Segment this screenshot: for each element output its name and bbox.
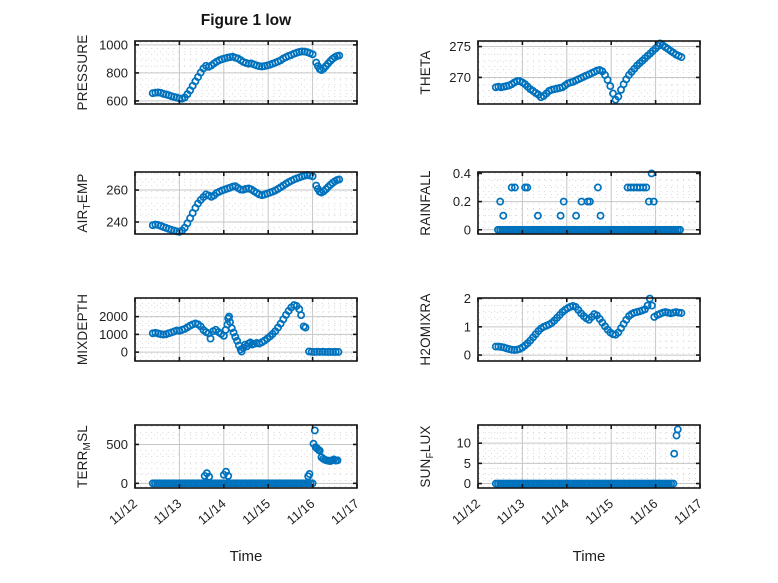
minor-grid bbox=[479, 173, 699, 233]
data-points bbox=[148, 426, 342, 488]
x-tick-label: 11/14 bbox=[538, 496, 572, 528]
y-tick-label: 275 bbox=[449, 39, 471, 54]
subplot-sunflux: 0 5 10 SUNFLUX 11/12 11/13 11/14 11/15 11/16 11/1… bbox=[403, 417, 714, 583]
data-points bbox=[148, 301, 343, 356]
y-axis-label-sunflux: SUNFLUX bbox=[418, 425, 436, 487]
subplot-theta: 270 275 THETA bbox=[403, 33, 714, 124]
x-axis-title-right: Time bbox=[572, 548, 606, 565]
axes-box bbox=[477, 171, 701, 235]
subplot-mixdepth: 0 1000 2000 MIXDEPTH bbox=[60, 290, 371, 381]
chart-h2omixra: 0 1 2 H2OMIXRA bbox=[418, 291, 701, 366]
axes-box bbox=[134, 424, 358, 489]
tick-marks bbox=[134, 172, 358, 234]
tick-marks bbox=[134, 298, 358, 361]
y-tick-label: 240 bbox=[106, 215, 128, 230]
tick-marks bbox=[134, 425, 358, 488]
y-tick-label: 1000 bbox=[99, 327, 128, 342]
tick-marks bbox=[477, 172, 701, 234]
x-tick-label: 11/15 bbox=[239, 496, 273, 528]
tick-marks bbox=[477, 41, 701, 104]
y-tick-label: 0 bbox=[121, 345, 128, 360]
minor-grid bbox=[136, 173, 356, 233]
y-axis-label-airtemp: AIRTEMP bbox=[75, 173, 93, 232]
minor-grid bbox=[479, 299, 699, 360]
chart-rainfall: 0 0.2 0.4 RAINFALL bbox=[418, 166, 701, 237]
axes-box bbox=[477, 40, 701, 105]
x-tick-label: 11/13 bbox=[150, 496, 184, 528]
data-points bbox=[491, 294, 686, 354]
y-tick-label: 0.2 bbox=[453, 194, 471, 209]
y-tick-label: 2000 bbox=[99, 309, 128, 324]
subplot-rainfall: 0 0.2 0.4 RAINFALL bbox=[403, 164, 714, 254]
chart-terrmsl: 0 500 TERRMSL 11/12 11/13 11/14 11/15 11/16 11/1… bbox=[75, 424, 362, 528]
data-points bbox=[491, 425, 682, 488]
x-tick-label: 11/14 bbox=[195, 496, 229, 528]
axes-box bbox=[134, 297, 358, 362]
axes-box bbox=[134, 171, 358, 235]
chart-sunflux: 0 5 10 SUNFLUX 11/12 11/13 11/14 11/15 11/16 11/1… bbox=[418, 424, 705, 528]
y-tick-label: 1 bbox=[464, 319, 471, 334]
x-tick-label: 11/15 bbox=[582, 496, 616, 528]
y-tick-label: 0 bbox=[464, 348, 471, 363]
x-tick-label: 11/16 bbox=[627, 496, 661, 528]
x-tick-label: 11/12 bbox=[449, 496, 483, 528]
y-tick-label: 0.4 bbox=[453, 166, 471, 181]
y-axis-label-terrmsl: TERRMSL bbox=[75, 425, 93, 488]
y-tick-label: 0 bbox=[121, 476, 128, 491]
y-axis-label-rainfall: RAINFALL bbox=[418, 170, 433, 236]
y-tick-label: 10 bbox=[457, 436, 471, 451]
x-tick-label: 11/13 bbox=[493, 496, 527, 528]
minor-grid bbox=[479, 426, 699, 487]
axes-box bbox=[477, 424, 701, 489]
x-tick-label: 11/16 bbox=[284, 496, 318, 528]
y-axis-label-mixdepth: MIXDEPTH bbox=[75, 294, 90, 365]
x-tick-label: 11/12 bbox=[106, 496, 140, 528]
y-axis-label-h2omixra: H2OMIXRA bbox=[418, 293, 433, 365]
data-points bbox=[494, 169, 684, 234]
minor-grid bbox=[136, 426, 356, 487]
x-axis-title-left: Time bbox=[229, 548, 263, 565]
tick-marks bbox=[477, 297, 701, 361]
figure-title: Figure 1 low bbox=[200, 12, 292, 29]
x-tick-label: 11/17 bbox=[671, 496, 705, 528]
y-tick-label: 270 bbox=[449, 70, 471, 85]
y-tick-label: 0 bbox=[464, 476, 471, 491]
y-tick-label: 1000 bbox=[99, 37, 128, 52]
y-tick-label: 260 bbox=[106, 183, 128, 198]
data-points bbox=[148, 47, 344, 103]
subplot-airtemp: 240 260 AIRTEMP bbox=[60, 164, 371, 254]
axes-box bbox=[477, 297, 701, 362]
y-tick-label: 800 bbox=[106, 65, 128, 80]
subplot-h2omixra: 0 1 2 H2OMIXRA bbox=[403, 290, 714, 381]
subplot-pressure: 600 800 1000 PRESSURE bbox=[60, 33, 371, 124]
chart-pressure: 600 800 1000 PRESSURE bbox=[75, 35, 358, 111]
chart-airtemp: 240 260 AIRTEMP bbox=[75, 171, 358, 236]
subplot-terrmsl: 0 500 TERRMSL 11/12 11/13 11/14 11/15 11/16 11/1… bbox=[60, 417, 371, 583]
chart-mixdepth: 0 1000 2000 MIXDEPTH bbox=[75, 294, 358, 365]
y-tick-label: 2 bbox=[464, 291, 471, 306]
y-tick-label: 500 bbox=[106, 437, 128, 452]
y-axis-label-theta: THETA bbox=[418, 50, 433, 94]
chart-theta: 270 275 THETA bbox=[418, 39, 701, 105]
tick-marks bbox=[477, 425, 701, 488]
x-tick-label: 11/17 bbox=[328, 496, 362, 528]
tick-marks bbox=[134, 41, 358, 104]
y-tick-label: 0 bbox=[464, 222, 471, 237]
y-tick-label: 600 bbox=[106, 93, 128, 108]
data-points bbox=[491, 39, 686, 104]
y-axis-label-pressure: PRESSURE bbox=[75, 35, 90, 111]
y-tick-label: 5 bbox=[464, 456, 471, 471]
